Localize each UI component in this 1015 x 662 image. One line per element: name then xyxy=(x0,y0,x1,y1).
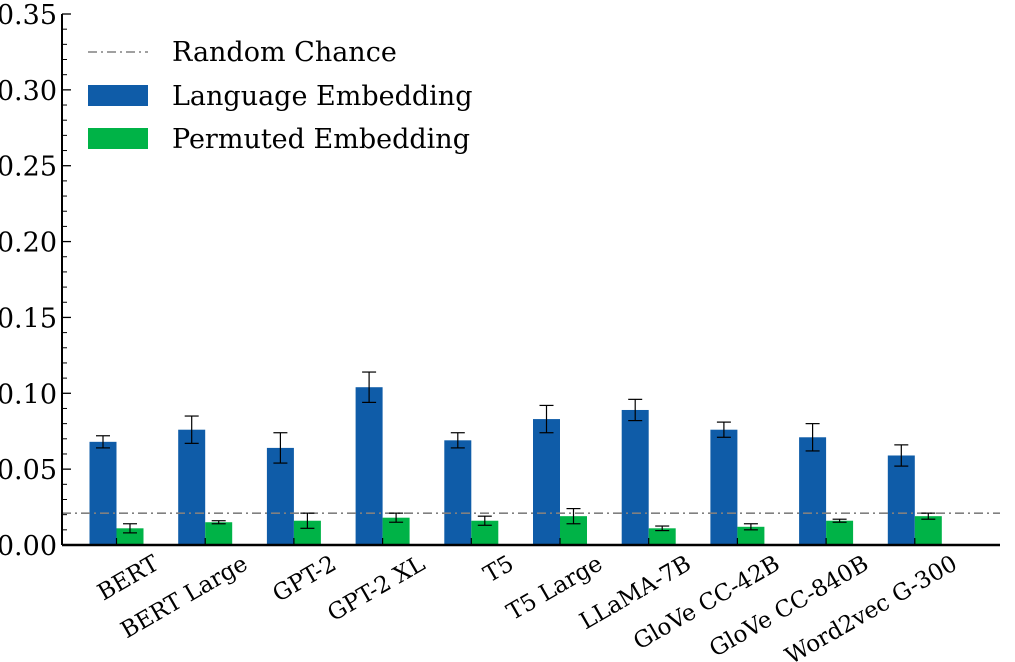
legend-permuted-embedding-label: Permuted Embedding xyxy=(172,124,470,155)
language-embedding-bar xyxy=(89,441,117,545)
x-tick-label: T5 xyxy=(479,551,518,589)
legend: Random Chance Language Embedding Permuted … xyxy=(88,37,472,155)
y-tick-label: 0.15 xyxy=(0,303,57,334)
language-embedding-bar xyxy=(710,429,738,545)
language-embedding-bar xyxy=(887,455,915,545)
language-embedding-bar xyxy=(444,440,472,545)
x-tick-label: BERT xyxy=(93,550,164,606)
x-tick-label: GPT-2 XL xyxy=(323,551,429,627)
language-embedding-bar xyxy=(621,409,649,545)
bars-layer xyxy=(89,387,942,545)
y-tick-label: 0.25 xyxy=(0,152,57,183)
x-tick-label: GPT-2 xyxy=(268,551,340,608)
permuted-embedding-bar xyxy=(737,526,765,545)
axes-layer xyxy=(61,14,1000,547)
legend-permuted-embedding-swatch xyxy=(88,128,148,149)
language-embedding-bar xyxy=(799,437,827,545)
legend-random-chance-label: Random Chance xyxy=(172,37,397,68)
language-embedding-bar xyxy=(266,447,294,545)
y-tick-label: 0.20 xyxy=(0,228,57,259)
y-tick-label: 0.00 xyxy=(0,531,57,562)
language-embedding-bar xyxy=(533,419,560,545)
permuted-embedding-bar xyxy=(205,522,233,545)
permuted-embedding-bar xyxy=(826,520,854,545)
legend-language-embedding-swatch xyxy=(88,85,148,106)
permuted-embedding-bar xyxy=(914,516,942,545)
y-tick-label: 0.10 xyxy=(0,379,57,410)
permuted-embedding-bar xyxy=(648,528,676,545)
legend-language-embedding-label: Language Embedding xyxy=(172,81,472,112)
y-ticks-layer: 0.00 0.05 0.10 0.15 0.20 0.25 0.30 0.35 xyxy=(0,0,71,562)
y-tick-label: 0.05 xyxy=(0,455,57,486)
y-tick-label: 0.30 xyxy=(0,76,57,107)
language-embedding-bar xyxy=(178,429,206,545)
y-tick-label: 0.35 xyxy=(0,0,57,31)
error-bars-layer xyxy=(96,371,936,534)
language-embedding-bar xyxy=(355,387,383,545)
